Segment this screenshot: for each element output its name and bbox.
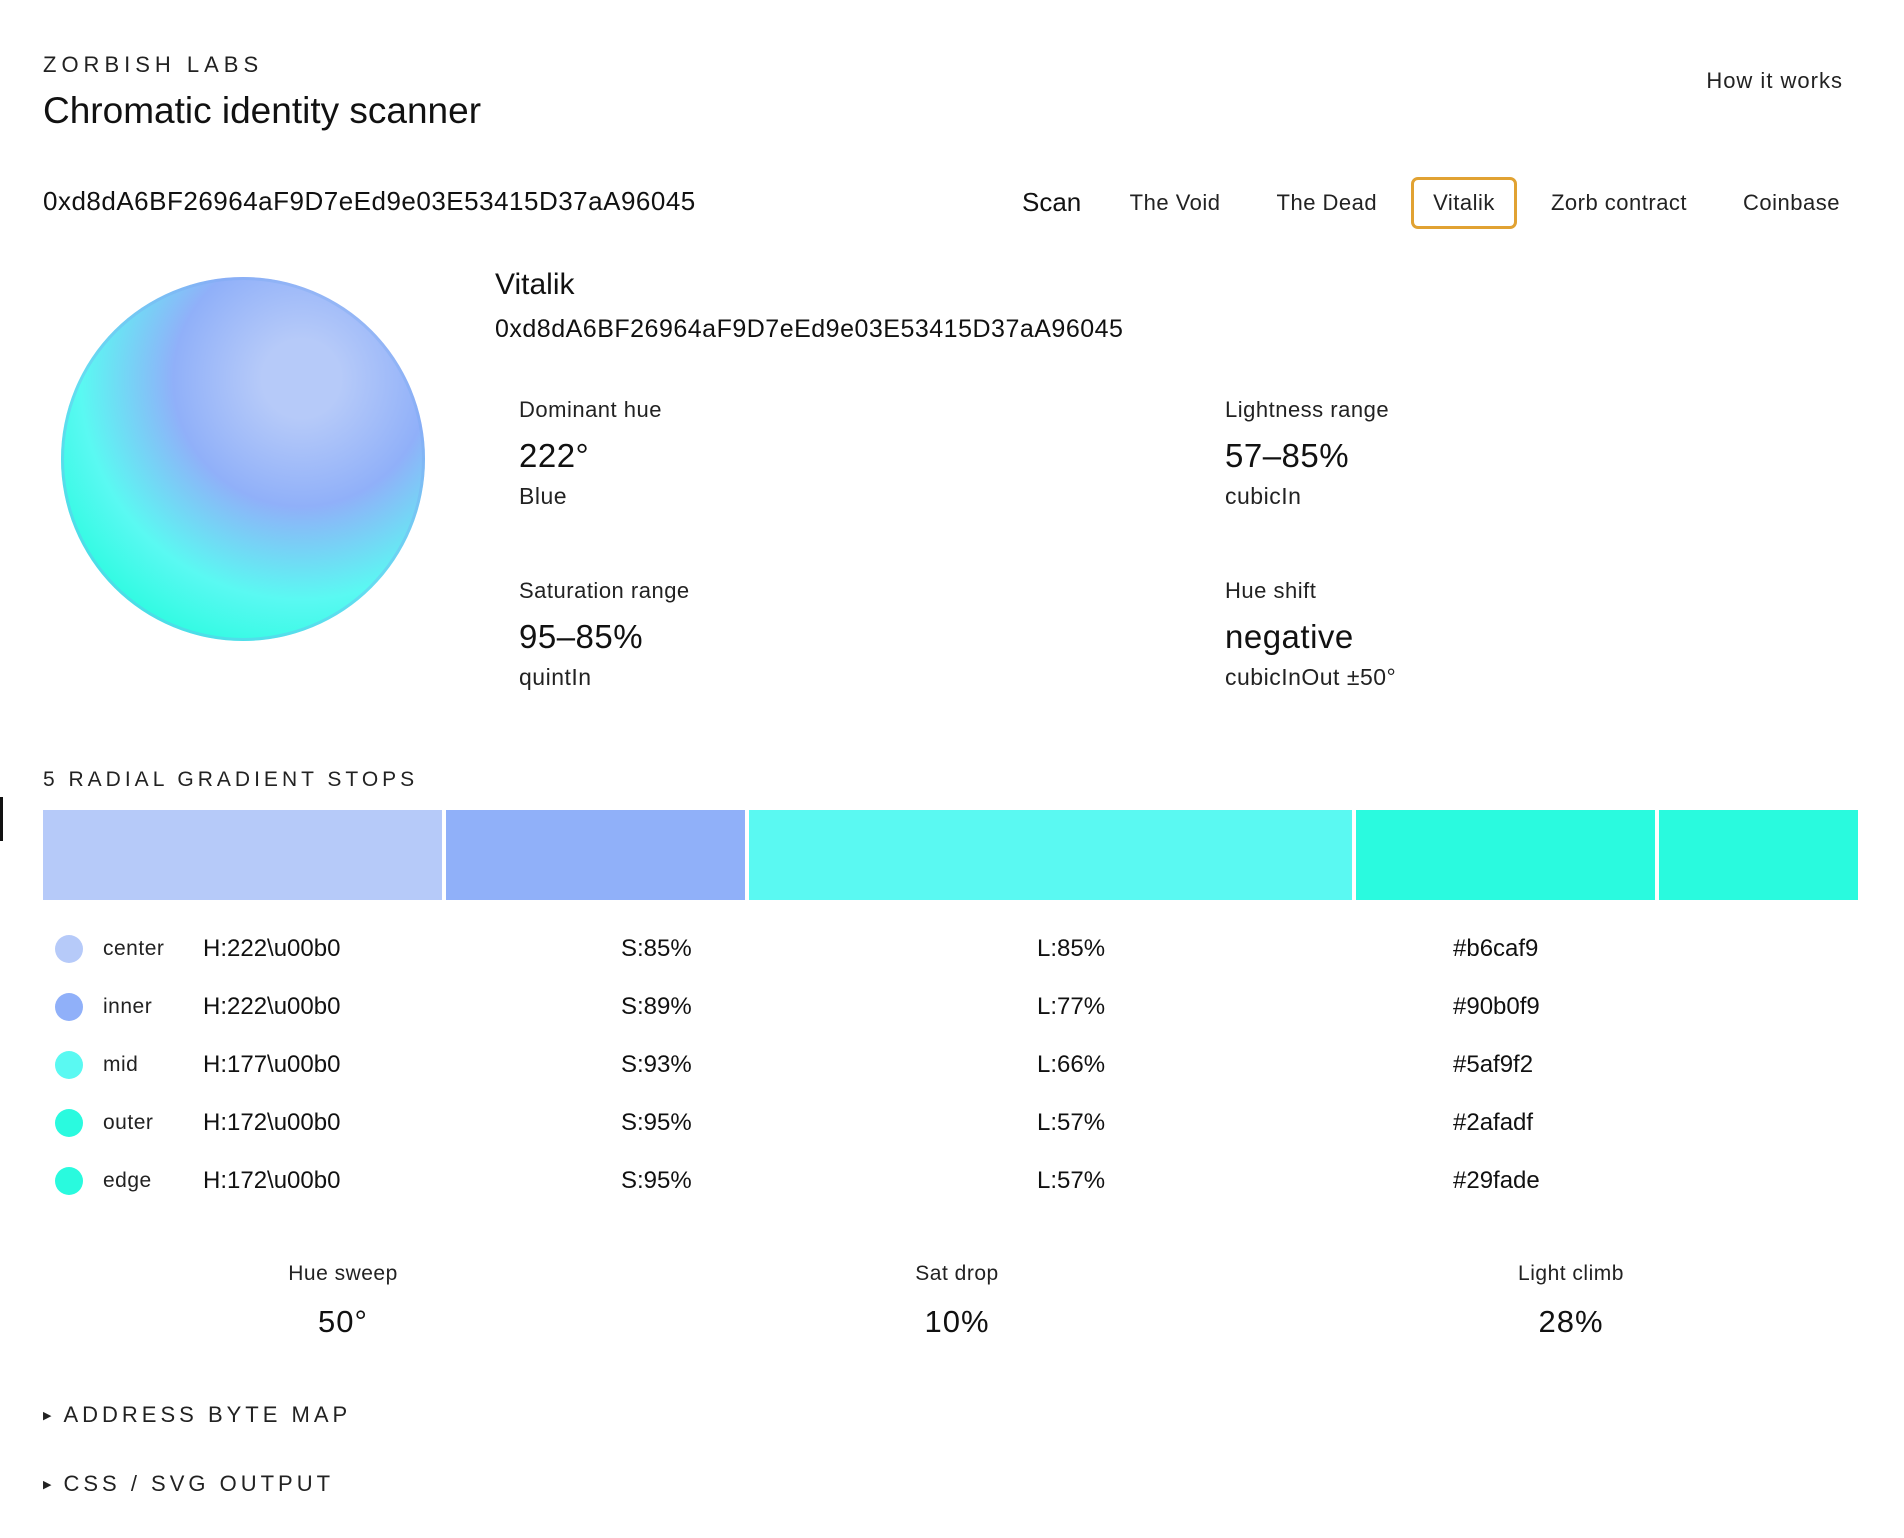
- preset-list: The Void The Dead Vitalik Zorb contract …: [1108, 177, 1862, 229]
- stop-hue: H:172\u00b0: [203, 1167, 341, 1194]
- stop-hue: H:222\u00b0: [203, 993, 341, 1020]
- stop-name: mid: [103, 1053, 139, 1076]
- disclosure-triangle-icon: ▶: [43, 1478, 52, 1491]
- zorb-orb: [61, 277, 425, 641]
- metric-value: 50°: [318, 1304, 368, 1339]
- stop-segment-center[interactable]: [43, 810, 442, 900]
- edge-marker: [0, 797, 3, 841]
- metric-label: Sat drop: [915, 1262, 999, 1285]
- profile-name: Vitalik: [495, 268, 575, 301]
- stat-dominant-hue: Dominant hue 222° Blue: [519, 397, 662, 510]
- stat-value: 57–85%: [1225, 437, 1350, 474]
- stop-hex: #2afadf: [1453, 1109, 1534, 1136]
- stat-label: Saturation range: [519, 578, 690, 603]
- stop-hex: #29fade: [1453, 1167, 1540, 1194]
- stop-hue: H:222\u00b0: [203, 935, 341, 962]
- scan-button[interactable]: Scan: [1022, 187, 1082, 217]
- color-swatch: [55, 1109, 83, 1137]
- stop-lightness: L:66%: [1037, 1051, 1106, 1078]
- metric-value: 10%: [924, 1304, 990, 1339]
- stat-sub: cubicInOut ±50°: [1225, 664, 1397, 690]
- stop-saturation: S:95%: [621, 1167, 692, 1194]
- stop-table: center H:222\u00b0 S:85% L:85% #b6caf9 i…: [43, 920, 1871, 1210]
- metric-hue-sweep: Hue sweep 50°: [193, 1262, 493, 1340]
- preset-coinbase[interactable]: Coinbase: [1743, 190, 1840, 215]
- toggle-label: ADDRESS BYTE MAP: [63, 1402, 352, 1427]
- profile-address: 0xd8dA6BF26964aF9D7eEd9e03E53415D37aA960…: [495, 315, 1124, 343]
- preset-vitalik[interactable]: Vitalik: [1411, 177, 1517, 229]
- preset-the-void[interactable]: The Void: [1129, 190, 1221, 215]
- stat-value: 95–85%: [519, 618, 644, 655]
- preset-zorb-contract[interactable]: Zorb contract: [1550, 190, 1688, 215]
- color-swatch: [55, 1167, 83, 1195]
- metric-value: 28%: [1538, 1304, 1604, 1339]
- color-swatch: [55, 993, 83, 1021]
- stat-lightness-range: Lightness range 57–85% cubicIn: [1225, 397, 1389, 510]
- address-input[interactable]: [43, 186, 943, 217]
- metric-light-climb: Light climb 28%: [1421, 1262, 1721, 1340]
- stat-hue-shift: Hue shift negative cubicInOut ±50°: [1225, 578, 1396, 691]
- stop-saturation: S:89%: [621, 993, 692, 1020]
- disclosure-triangle-icon: ▶: [43, 1409, 52, 1422]
- stop-lightness: L:77%: [1037, 993, 1106, 1020]
- toggle-label: CSS / SVG OUTPUT: [63, 1471, 335, 1496]
- preset-the-dead[interactable]: The Dead: [1276, 190, 1378, 215]
- address-byte-map-toggle[interactable]: ▶ ADDRESS BYTE MAP: [43, 1402, 351, 1428]
- stop-row-mid: mid H:177\u00b0 S:93% L:66% #5af9f2: [43, 1036, 1871, 1094]
- stop-lightness: L:85%: [1037, 935, 1106, 962]
- color-swatch: [55, 935, 83, 963]
- stop-lightness: L:57%: [1037, 1109, 1106, 1136]
- stop-saturation: S:95%: [621, 1109, 692, 1136]
- stop-segment-inner[interactable]: [445, 810, 745, 900]
- stop-segment-edge[interactable]: [1659, 810, 1859, 900]
- stop-name: center: [103, 937, 165, 960]
- stat-sub: cubicIn: [1225, 483, 1302, 509]
- color-swatch: [55, 1051, 83, 1079]
- metric-label: Hue sweep: [288, 1262, 398, 1285]
- stat-label: Hue shift: [1225, 578, 1317, 603]
- stat-value: 222°: [519, 437, 590, 474]
- stop-saturation: S:93%: [621, 1051, 692, 1078]
- metric-sat-drop: Sat drop 10%: [807, 1262, 1107, 1340]
- stat-sub: Blue: [519, 483, 568, 509]
- stop-hue: H:177\u00b0: [203, 1051, 341, 1078]
- stop-name: inner: [103, 995, 153, 1018]
- stop-saturation: S:85%: [621, 935, 692, 962]
- stop-hex: #5af9f2: [1453, 1051, 1534, 1078]
- stops-section-title: 5 RADIAL GRADIENT STOPS: [43, 768, 419, 791]
- stop-hue: H:172\u00b0: [203, 1109, 341, 1136]
- stop-row-inner: inner H:222\u00b0 S:89% L:77% #90b0f9: [43, 978, 1871, 1036]
- stat-label: Dominant hue: [519, 397, 662, 422]
- stop-lightness: L:57%: [1037, 1167, 1106, 1194]
- stop-hex: #90b0f9: [1453, 993, 1540, 1020]
- stop-row-outer: outer H:172\u00b0 S:95% L:57% #2afadf: [43, 1094, 1871, 1152]
- stop-segment-outer[interactable]: [1356, 810, 1655, 900]
- stop-segment-mid[interactable]: [748, 810, 1353, 900]
- stop-row-edge: edge H:172\u00b0 S:95% L:57% #29fade: [43, 1152, 1871, 1210]
- css-svg-output-toggle[interactable]: ▶ CSS / SVG OUTPUT: [43, 1471, 334, 1497]
- stop-name: outer: [103, 1111, 154, 1134]
- stop-row-center: center H:222\u00b0 S:85% L:85% #b6caf9: [43, 920, 1871, 978]
- stat-saturation-range: Saturation range 95–85% quintIn: [519, 578, 690, 691]
- how-it-works-link[interactable]: How it works: [1706, 68, 1843, 93]
- brand-label: ZORBISH LABS: [43, 52, 264, 77]
- stat-sub: quintIn: [519, 664, 592, 690]
- gradient-stop-bar: [43, 810, 1871, 900]
- page-title: Chromatic identity scanner: [43, 90, 482, 131]
- stop-name: edge: [103, 1169, 152, 1192]
- stat-value: negative: [1225, 618, 1354, 655]
- stat-label: Lightness range: [1225, 397, 1390, 422]
- stop-hex: #b6caf9: [1453, 935, 1539, 962]
- metric-label: Light climb: [1518, 1262, 1624, 1285]
